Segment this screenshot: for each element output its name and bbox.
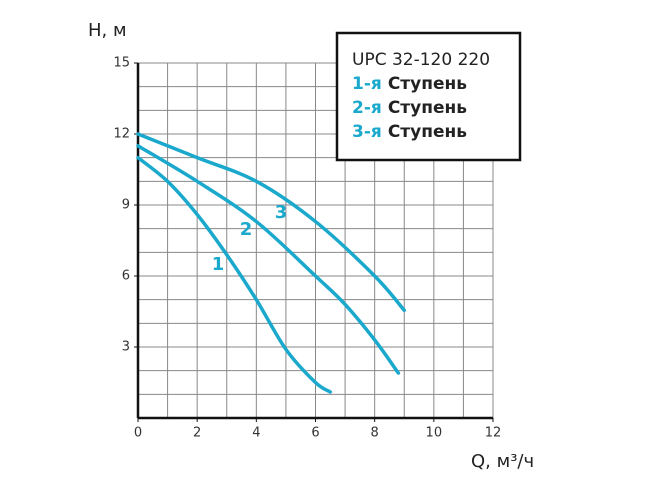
x-tick-label: 10 [426, 426, 443, 441]
legend-box [335, 31, 522, 162]
series-line [136, 132, 406, 313]
legend-entry: 2-я Ступень [352, 98, 467, 118]
series-line [136, 144, 401, 375]
y-axis-label: H, м [88, 20, 127, 41]
y-tick-label: 9 [122, 198, 130, 213]
x-tick-label: 2 [193, 426, 201, 441]
series-line [136, 155, 333, 394]
legend-entry: 3-я Ступень [352, 122, 467, 142]
y-tick-label: 12 [113, 127, 130, 142]
x-axis-label: Q, м³/ч [471, 451, 534, 472]
x-tick-label: 8 [371, 426, 379, 441]
x-tick-label: 4 [252, 426, 260, 441]
legend-text: Ступень [388, 74, 467, 94]
curve-label: 3 [275, 202, 288, 223]
x-tick-label: 12 [485, 426, 502, 441]
y-tick-label: 6 [122, 269, 130, 284]
legend-series: 3-я [352, 122, 382, 142]
legend-entry: 1-я Ступень [352, 74, 467, 94]
y-tick-label: 3 [122, 340, 130, 355]
legend-text: Ступень [388, 98, 467, 118]
legend-text: Ступень [388, 122, 467, 142]
legend-title: UPC 32-120 220 [352, 50, 490, 70]
curve-label: 1 [212, 254, 225, 275]
x-tick-label: 6 [311, 426, 319, 441]
y-tick-label: 15 [113, 56, 130, 71]
curve-label: 2 [240, 219, 253, 240]
x-tick-label: 0 [134, 426, 142, 441]
legend-series: 2-я [352, 98, 382, 118]
legend-series: 1-я [352, 74, 382, 94]
